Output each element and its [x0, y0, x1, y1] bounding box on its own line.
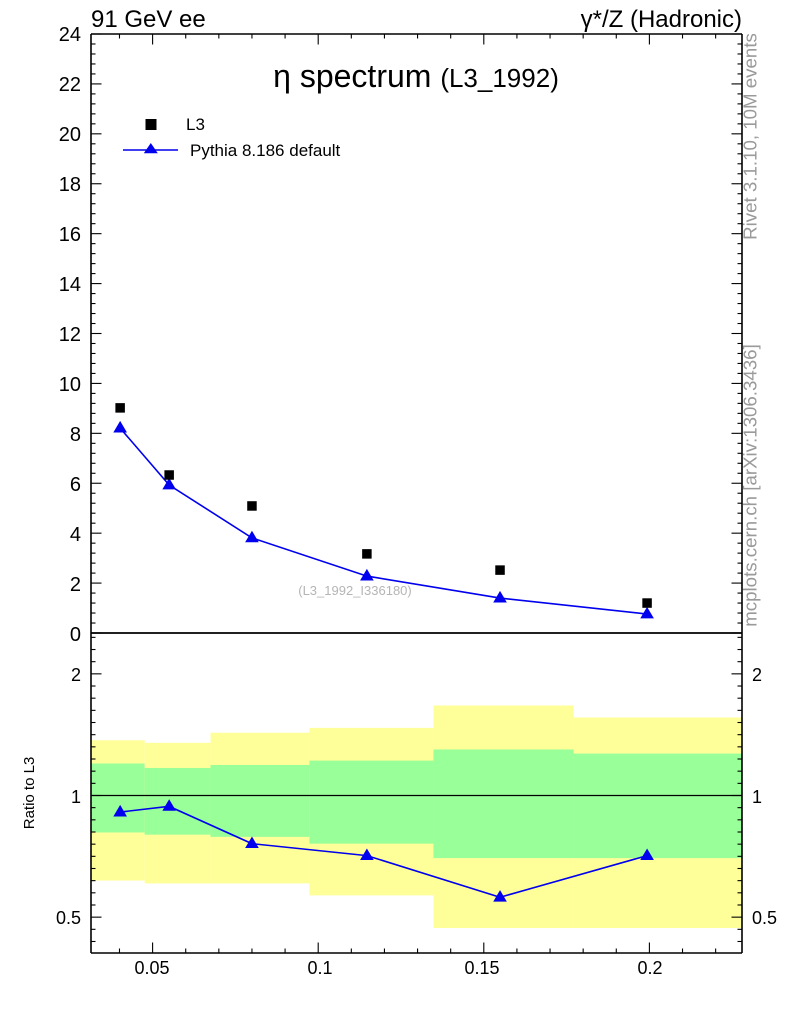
svg-text:γ*/Z (Hadronic): γ*/Z (Hadronic): [581, 6, 742, 33]
svg-text:0.1: 0.1: [307, 958, 332, 978]
svg-text:12: 12: [59, 324, 81, 346]
svg-text:2: 2: [71, 665, 81, 685]
svg-text:0.15: 0.15: [464, 958, 499, 978]
svg-text:18: 18: [59, 174, 81, 196]
svg-text:14: 14: [59, 274, 81, 296]
svg-text:0: 0: [70, 624, 81, 646]
svg-text:16: 16: [59, 224, 81, 246]
svg-text:Rivet 3.1.10, 10M events: Rivet 3.1.10, 10M events: [740, 33, 761, 240]
svg-text:0.2: 0.2: [637, 958, 662, 978]
svg-text:Ratio to L3: Ratio to L3: [21, 757, 38, 830]
svg-text:4: 4: [70, 524, 81, 546]
svg-text:mcplots.cern.ch [arXiv:1306.34: mcplots.cern.ch [arXiv:1306.3436]: [740, 344, 761, 627]
svg-text:0.5: 0.5: [56, 908, 81, 928]
svg-text:2: 2: [70, 574, 81, 596]
svg-text:6: 6: [70, 474, 81, 496]
svg-text:24: 24: [59, 24, 81, 46]
svg-text:L3: L3: [186, 115, 205, 134]
svg-text:Pythia 8.186 default: Pythia 8.186 default: [190, 141, 341, 160]
svg-text:8: 8: [70, 424, 81, 446]
svg-text:91 GeV ee: 91 GeV ee: [91, 6, 206, 33]
svg-text:20: 20: [59, 124, 81, 146]
svg-text:10: 10: [59, 374, 81, 396]
svg-text:0.5: 0.5: [752, 908, 777, 928]
svg-text:0.05: 0.05: [134, 958, 169, 978]
svg-text:2: 2: [752, 665, 762, 685]
svg-text:1: 1: [752, 787, 762, 807]
svg-text:(L3_1992_I336180): (L3_1992_I336180): [298, 583, 412, 598]
svg-text:1: 1: [71, 787, 81, 807]
svg-text:22: 22: [59, 74, 81, 96]
svg-text:η spectrum (L3_1992): η spectrum (L3_1992): [273, 58, 559, 94]
